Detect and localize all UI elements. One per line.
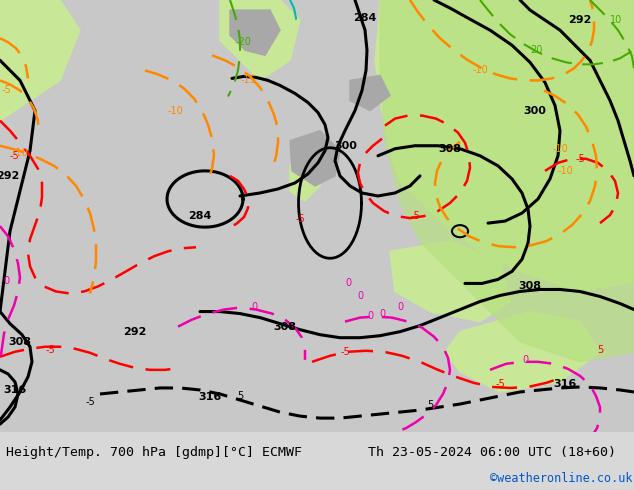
Text: ©weatheronline.co.uk: ©weatheronline.co.uk <box>490 471 633 485</box>
Text: -5: -5 <box>85 397 95 407</box>
Text: 0: 0 <box>345 278 351 289</box>
Text: -10: -10 <box>167 105 183 116</box>
Text: 0: 0 <box>522 355 528 365</box>
Text: 308: 308 <box>519 281 541 292</box>
Polygon shape <box>0 0 80 121</box>
Text: -5: -5 <box>1 85 11 96</box>
Polygon shape <box>445 312 600 392</box>
Text: -20: -20 <box>235 37 251 47</box>
Text: 316: 316 <box>198 392 222 402</box>
Text: 0: 0 <box>251 301 257 312</box>
Polygon shape <box>375 0 634 292</box>
Text: -10: -10 <box>552 144 568 154</box>
Text: 0: 0 <box>3 276 9 287</box>
Text: 20: 20 <box>530 45 542 55</box>
Text: 308: 308 <box>273 321 297 332</box>
Text: -5: -5 <box>340 347 350 357</box>
Text: -10: -10 <box>12 148 28 158</box>
Polygon shape <box>290 131 340 186</box>
Text: -5: -5 <box>495 379 505 389</box>
Text: 0: 0 <box>397 301 403 312</box>
Text: 308: 308 <box>439 144 462 154</box>
Text: 292: 292 <box>0 171 20 181</box>
Text: 0: 0 <box>367 311 373 320</box>
Text: 316: 316 <box>3 385 27 395</box>
Polygon shape <box>350 75 390 111</box>
Text: -5: -5 <box>575 154 585 164</box>
Text: -15: -15 <box>240 75 256 85</box>
Text: 10: 10 <box>610 15 622 25</box>
Polygon shape <box>380 0 634 362</box>
Text: -10: -10 <box>472 65 488 75</box>
Text: -10: -10 <box>557 166 573 176</box>
Text: 5: 5 <box>427 400 433 410</box>
Text: 284: 284 <box>353 13 377 23</box>
Text: Height/Temp. 700 hPa [gdmp][°C] ECMWF: Height/Temp. 700 hPa [gdmp][°C] ECMWF <box>6 445 302 459</box>
Text: 284: 284 <box>188 211 212 221</box>
Text: Th 23-05-2024 06:00 UTC (18+60): Th 23-05-2024 06:00 UTC (18+60) <box>368 445 616 459</box>
Text: -5: -5 <box>410 211 420 221</box>
Text: -5: -5 <box>295 214 305 224</box>
Polygon shape <box>390 241 510 321</box>
Polygon shape <box>230 10 280 55</box>
Text: 316: 316 <box>553 379 577 389</box>
Text: 0: 0 <box>357 292 363 301</box>
Text: 292: 292 <box>123 327 146 337</box>
Text: -5: -5 <box>45 345 55 355</box>
Text: 5: 5 <box>237 391 243 401</box>
Text: 300: 300 <box>524 105 547 116</box>
Polygon shape <box>220 0 300 80</box>
Polygon shape <box>290 156 325 201</box>
Text: 300: 300 <box>335 141 358 151</box>
Text: 0: 0 <box>379 309 385 318</box>
Polygon shape <box>555 0 634 80</box>
Text: 308: 308 <box>8 337 32 347</box>
Text: 5: 5 <box>597 345 603 355</box>
Text: 292: 292 <box>568 15 592 25</box>
Text: -5: -5 <box>9 151 19 161</box>
